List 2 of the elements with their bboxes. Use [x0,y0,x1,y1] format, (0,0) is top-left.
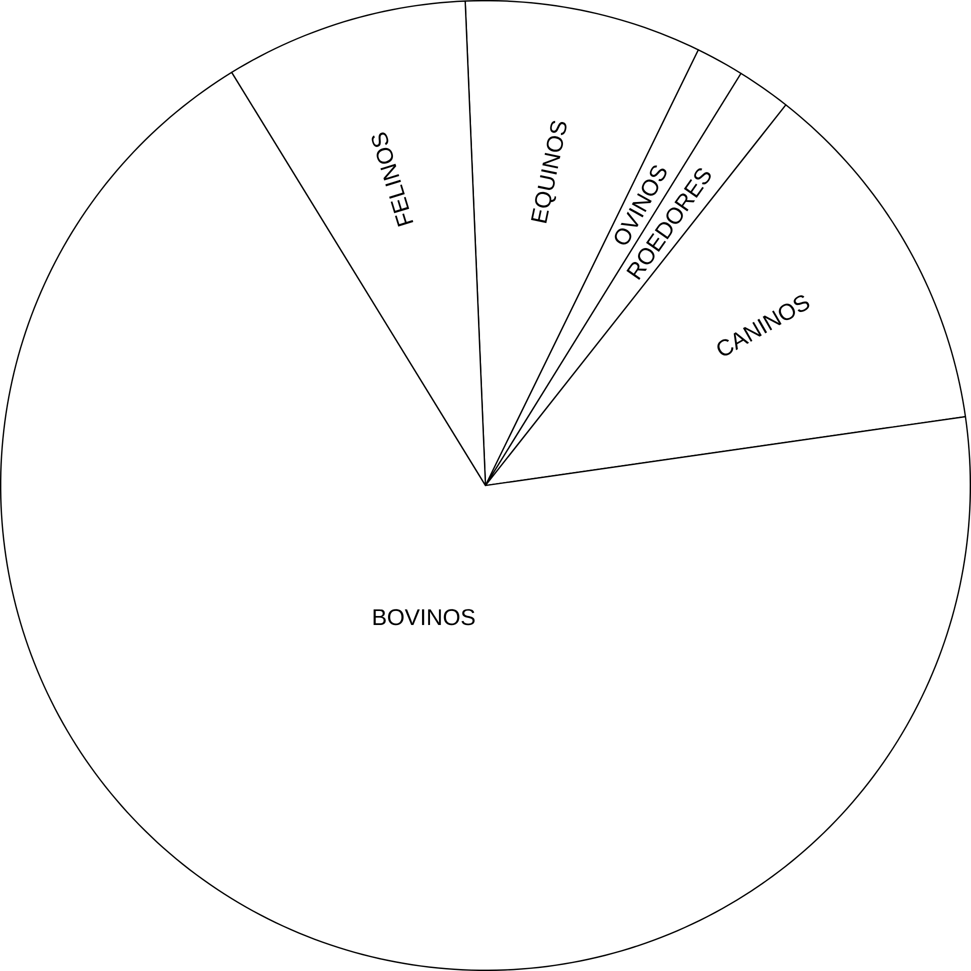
slice-label: EQUINOS [530,120,566,224]
slice-label: BOVINOS [374,609,475,626]
